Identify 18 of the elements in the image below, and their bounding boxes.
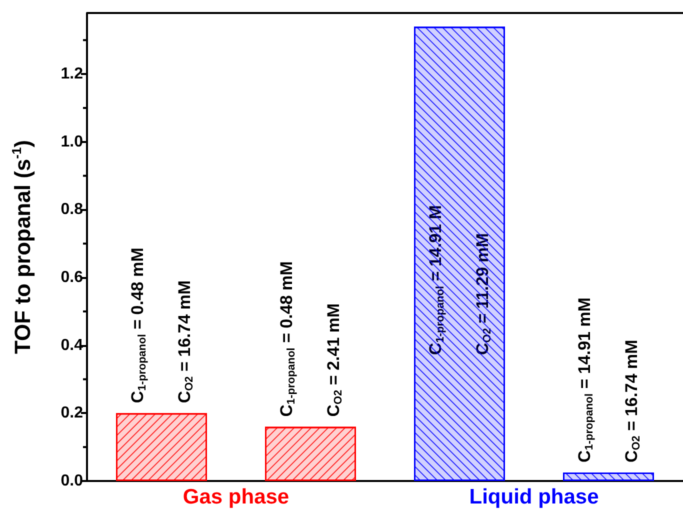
y-tick-label: 0.0	[60, 472, 84, 490]
annotation: C1-propanol = 14.91 M	[426, 205, 446, 355]
annotation: CO2 = 2.41 mM	[324, 303, 344, 417]
annotation: C1-propanol = 14.91 mM	[575, 297, 596, 463]
y-tick-label: 1.0	[60, 133, 84, 150]
annotation: C1-propanol = 0.48 mM	[277, 261, 298, 417]
y-tick-label: 0.6	[60, 269, 84, 286]
y-tick-label: 0.4	[60, 336, 84, 354]
y-tick-label: 0.2	[60, 404, 84, 422]
annotation: C1-propanol = 0.48 mM	[128, 248, 148, 404]
text: Gas phase	[182, 486, 290, 508]
annotation: CO2 = 16.74 mM	[622, 340, 642, 463]
y-tick-label: 0.8	[60, 201, 84, 218]
y-axis-title: TOF to propanal (s-1)	[9, 140, 35, 354]
annotation: CO2 = 16.74 mM	[175, 280, 196, 404]
annotation: CO2 = 11.29 mM	[473, 233, 494, 355]
y-tick-label: 1.2	[60, 66, 84, 83]
text: Liquid phase	[469, 486, 599, 508]
